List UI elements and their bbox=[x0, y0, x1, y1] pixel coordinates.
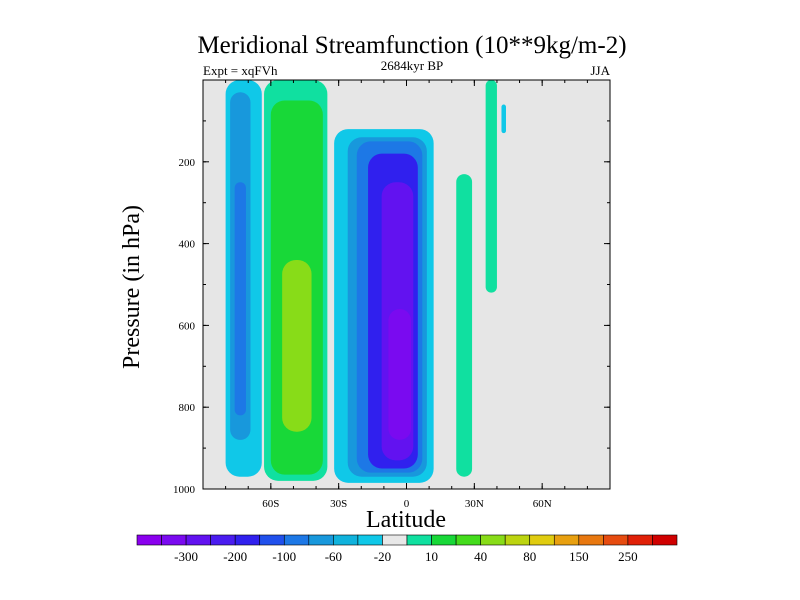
colorbar-label: 10 bbox=[425, 549, 438, 564]
chart-title: Meridional Streamfunction (10**9kg/m-2) bbox=[197, 32, 626, 59]
colorbar-box bbox=[529, 534, 555, 546]
colorbar-box bbox=[652, 534, 678, 546]
colorbar: -300 -200 -100 -60 -20 10 40 80 150 250 bbox=[136, 534, 678, 564]
colorbar-box bbox=[283, 534, 310, 546]
colorbar-box bbox=[333, 534, 359, 546]
x-tick-label: 60N bbox=[533, 498, 552, 510]
colorbar-box bbox=[480, 534, 506, 546]
colorbar-label: -200 bbox=[223, 549, 247, 564]
colorbar-box bbox=[553, 534, 580, 546]
x-tick-label: 30N bbox=[465, 498, 484, 510]
colorbar-label: -60 bbox=[325, 549, 342, 564]
plot-area bbox=[202, 79, 611, 490]
colorbar-label: -300 bbox=[174, 549, 198, 564]
y-tick-label: 400 bbox=[179, 239, 196, 251]
colorbar-box bbox=[627, 534, 653, 546]
colorbar-box bbox=[578, 534, 604, 546]
colorbar-box bbox=[136, 534, 162, 546]
hadley-cell-core bbox=[388, 309, 412, 440]
colorbar-label: 250 bbox=[618, 549, 638, 564]
time-label: 2684kyr BP bbox=[381, 58, 443, 73]
y-tick-label: 800 bbox=[179, 402, 196, 414]
x-axis: 60S 30S 0 30N 60N bbox=[225, 80, 588, 510]
colorbar-label: -100 bbox=[272, 549, 296, 564]
colorbar-box bbox=[382, 534, 408, 546]
y-tick-label: 1000 bbox=[173, 484, 196, 496]
y-axis-label: Pressure (in hPa) bbox=[119, 205, 145, 369]
x-tick-label: 30S bbox=[330, 498, 347, 510]
colorbar-box bbox=[603, 534, 629, 546]
colorbar-box bbox=[431, 534, 457, 546]
northern-cell bbox=[456, 174, 473, 477]
colorbar-label: 80 bbox=[523, 549, 536, 564]
colorbar-box bbox=[406, 534, 432, 546]
colorbar-box bbox=[210, 534, 236, 546]
colorbar-label: -20 bbox=[374, 549, 391, 564]
x-axis-label: Latitude bbox=[366, 507, 446, 533]
experiment-label: Expt = xqFVh bbox=[203, 63, 278, 78]
x-tick-label: 60S bbox=[262, 498, 279, 510]
northern-strip bbox=[485, 80, 497, 293]
colorbar-label: 150 bbox=[569, 549, 589, 564]
colorbar-box bbox=[259, 534, 285, 546]
colorbar-label: 40 bbox=[474, 549, 487, 564]
ferrel-cell-core bbox=[282, 259, 312, 432]
northern-strip-small bbox=[501, 104, 506, 134]
colorbar-box bbox=[234, 534, 261, 546]
colorbar-box bbox=[185, 534, 211, 546]
y-tick-label: 200 bbox=[179, 157, 196, 169]
colorbar-box bbox=[308, 534, 334, 546]
colorbar-box bbox=[357, 534, 383, 546]
southern-polar-cell-inner bbox=[234, 182, 246, 416]
season-label: JJA bbox=[590, 63, 610, 78]
x-tick-label: 0 bbox=[404, 498, 410, 510]
colorbar-box bbox=[504, 534, 531, 546]
colorbar-box bbox=[161, 534, 187, 546]
y-tick-label: 600 bbox=[179, 320, 196, 332]
y-axis: 200 400 600 800 1000 bbox=[173, 120, 610, 496]
colorbar-box bbox=[455, 534, 481, 546]
